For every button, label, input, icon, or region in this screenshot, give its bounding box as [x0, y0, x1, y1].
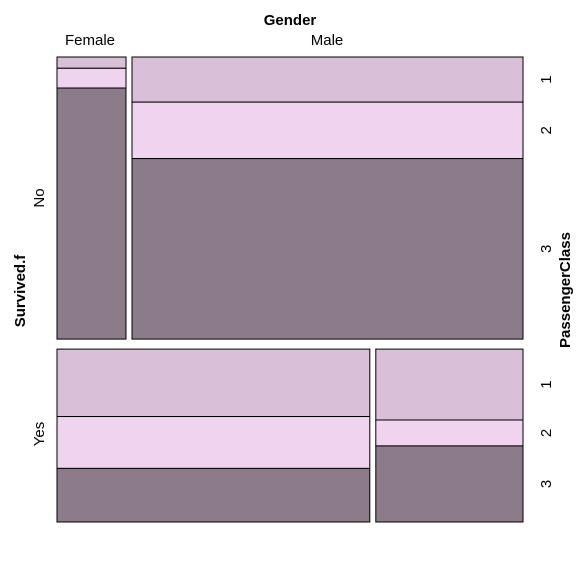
class-label-no-1: 1	[538, 75, 555, 83]
passenger-class-axis-title: PassengerClass	[557, 232, 574, 348]
tile-no-female-class-1	[56, 56, 127, 69]
class-label-no-3: 3	[538, 245, 555, 253]
tile-no-female-class-2	[56, 67, 127, 89]
tile-no-male-class-2	[131, 101, 524, 160]
mosaic-tiles	[56, 56, 524, 523]
class-tick-labels: 1 2 3 1 2 3	[538, 75, 555, 488]
tile-yes-male-class-2	[375, 419, 524, 447]
gender-label-female: Female	[65, 32, 115, 49]
class-label-yes-3: 3	[538, 480, 555, 488]
tile-yes-male-class-1	[375, 348, 524, 421]
survived-label-yes: Yes	[31, 422, 48, 446]
tile-yes-female-class-3	[56, 467, 371, 523]
class-label-no-2: 2	[538, 126, 555, 134]
tile-no-male-class-1	[131, 56, 524, 103]
tile-no-male-class-3	[131, 158, 524, 340]
survived-axis-title: Survived.f	[12, 254, 29, 328]
gender-axis-title: Gender	[264, 12, 317, 29]
class-label-yes-1: 1	[538, 380, 555, 388]
gender-label-male: Male	[311, 32, 344, 49]
class-label-yes-2: 2	[538, 429, 555, 437]
tile-yes-female-class-1	[56, 348, 371, 418]
tile-yes-male-class-3	[375, 445, 524, 523]
tile-no-female-class-3	[56, 87, 127, 340]
survived-label-no: No	[31, 188, 48, 207]
tile-yes-female-class-2	[56, 416, 371, 469]
